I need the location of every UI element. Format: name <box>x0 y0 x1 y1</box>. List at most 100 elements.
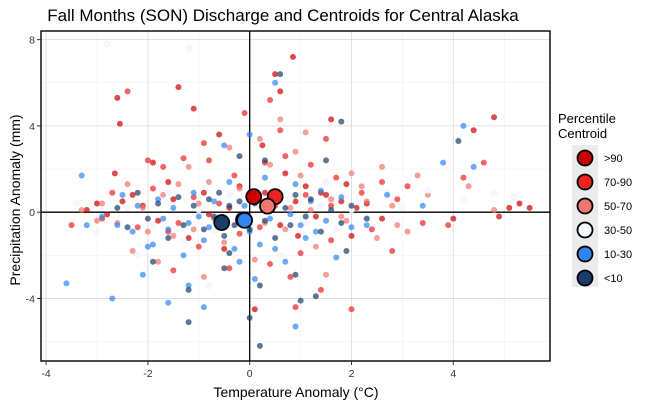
data-point <box>491 207 498 214</box>
data-point <box>231 172 238 179</box>
x-tick-label: -2 <box>143 368 152 380</box>
y-axis-title: Precipitation Anomaly (mm) <box>7 114 23 285</box>
data-point <box>272 71 279 78</box>
data-point <box>226 250 233 257</box>
data-point <box>155 258 162 265</box>
data-point <box>292 198 299 205</box>
data-point <box>144 243 151 250</box>
data-point <box>190 189 197 196</box>
data-point <box>231 222 238 229</box>
data-point <box>256 282 263 289</box>
data-point <box>317 202 325 209</box>
data-point <box>272 79 279 86</box>
centroid-marker <box>236 211 254 229</box>
data-point <box>170 267 177 274</box>
data-point <box>445 222 452 229</box>
data-point <box>384 191 391 198</box>
data-point <box>210 228 218 235</box>
data-point <box>302 183 309 190</box>
data-point <box>338 219 345 226</box>
data-point <box>363 198 370 205</box>
data-point <box>170 196 177 203</box>
y-axis: -4 0 4 8 <box>26 35 41 305</box>
data-point <box>241 109 248 116</box>
data-point <box>246 131 253 138</box>
data-point <box>134 252 141 259</box>
data-point <box>302 235 309 242</box>
data-point <box>297 172 304 179</box>
data-point <box>282 226 289 233</box>
data-point <box>363 222 370 229</box>
data-point <box>389 248 396 254</box>
data-point <box>292 271 299 278</box>
data-point <box>287 211 294 218</box>
data-point <box>111 170 118 177</box>
data-point <box>312 213 319 220</box>
data-point <box>99 200 106 207</box>
data-point <box>165 189 172 197</box>
data-point <box>292 323 299 330</box>
legend-label: 50-70 <box>604 201 632 213</box>
data-point <box>526 204 533 211</box>
data-point <box>289 53 296 60</box>
data-point <box>323 271 330 278</box>
data-point <box>93 228 101 235</box>
data-point <box>251 276 258 283</box>
data-point <box>379 178 386 185</box>
data-point <box>160 215 167 222</box>
data-point <box>297 250 304 257</box>
data-point <box>144 157 151 164</box>
legend-key <box>576 197 594 215</box>
data-point <box>149 241 156 248</box>
x-tick-label: 4 <box>450 368 456 380</box>
data-point <box>99 213 106 220</box>
data-point <box>277 127 284 134</box>
centroid-marker <box>245 188 263 206</box>
data-point <box>307 207 314 214</box>
data-point <box>160 191 167 198</box>
data-point <box>134 202 141 209</box>
data-point <box>175 219 182 226</box>
legend-key <box>576 221 594 239</box>
legend-title-line-1: Percentile <box>558 111 616 126</box>
data-point <box>312 293 319 300</box>
data-point <box>297 297 304 304</box>
chart-title: Fall Months (SON) Discharge and Centroid… <box>47 6 519 25</box>
data-point <box>256 241 263 248</box>
data-point <box>261 174 268 181</box>
data-point <box>155 196 162 203</box>
data-point <box>246 314 253 321</box>
data-point <box>200 189 207 196</box>
data-point <box>292 304 299 311</box>
data-point <box>282 258 289 265</box>
data-point <box>267 215 274 222</box>
data-point <box>328 207 335 214</box>
data-point <box>185 163 192 170</box>
y-tick-label: 4 <box>29 121 35 133</box>
data-point <box>114 222 121 229</box>
data-point <box>73 200 80 207</box>
data-point <box>236 153 243 160</box>
data-point <box>180 236 187 244</box>
data-point <box>302 219 309 227</box>
data-point <box>180 222 187 229</box>
data-point <box>338 198 345 205</box>
y-tick-label: 8 <box>29 35 35 47</box>
legend-entries: >90 70-90 50-70 30-50 10-30 <10 <box>576 149 632 287</box>
data-point <box>236 198 243 205</box>
data-point <box>185 319 192 326</box>
data-point <box>109 189 116 196</box>
data-point <box>205 178 212 185</box>
data-point <box>328 202 335 209</box>
data-point <box>114 204 121 211</box>
data-point <box>394 222 401 229</box>
data-point <box>480 159 487 166</box>
data-point <box>175 84 182 91</box>
plot-panel-border <box>40 30 551 362</box>
data-point <box>261 217 268 224</box>
legend-key-background <box>572 145 598 287</box>
data-point <box>338 213 345 220</box>
data-point <box>323 191 330 198</box>
data-point <box>307 161 314 168</box>
